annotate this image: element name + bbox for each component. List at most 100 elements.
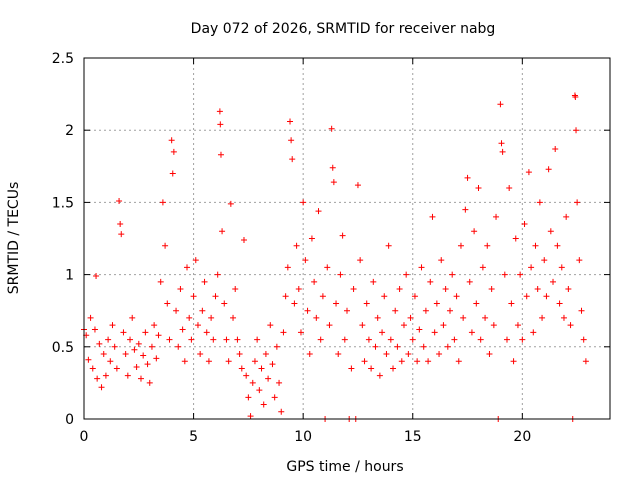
data-point (363, 300, 370, 307)
data-point (556, 300, 563, 307)
data-point (173, 307, 180, 314)
data-point (514, 322, 521, 329)
data-point (131, 346, 138, 353)
data-point (168, 137, 175, 144)
data-point (550, 278, 557, 285)
data-point (87, 314, 94, 321)
data-point (89, 365, 96, 372)
data-point (120, 329, 127, 336)
axis-ticks: 0 0.5 1 1.5 2 2.5 0 5 10 15 20 (52, 51, 610, 445)
data-point (230, 314, 237, 321)
data-point (311, 278, 318, 285)
data-point (333, 300, 340, 307)
data-point (247, 413, 254, 420)
data-point (164, 300, 171, 307)
data-point (111, 343, 118, 350)
data-point (420, 343, 427, 350)
data-point (105, 336, 112, 343)
data-point (203, 329, 210, 336)
data-point (117, 221, 124, 228)
data-point (365, 336, 372, 343)
data-point (287, 118, 294, 125)
data-point (146, 379, 153, 386)
data-point (260, 401, 267, 408)
data-point (453, 293, 460, 300)
data-point (574, 199, 581, 206)
data-point (201, 278, 208, 285)
data-point (488, 286, 495, 293)
data-point (573, 127, 580, 134)
data-point (256, 387, 263, 394)
data-point (341, 336, 348, 343)
data-point (344, 307, 350, 314)
data-point (473, 300, 480, 307)
data-point (357, 257, 364, 264)
data-point (151, 322, 158, 329)
data-point (339, 232, 346, 239)
data-point (135, 340, 142, 347)
data-point (219, 228, 226, 235)
data-point (140, 352, 147, 359)
data-point (354, 182, 361, 189)
data-point (449, 271, 456, 278)
data-point (308, 235, 315, 242)
data-point (304, 307, 311, 314)
data-point (427, 278, 434, 285)
data-point (289, 156, 296, 163)
data-point (497, 101, 504, 108)
data-point (405, 351, 412, 358)
data-point (498, 140, 505, 147)
data-point (372, 343, 379, 350)
data-point (578, 307, 585, 314)
data-point (525, 169, 532, 176)
y-axis-label: SRMTID / TECUs (6, 182, 22, 295)
data-point (400, 322, 407, 329)
y-tick-label: 2 (65, 123, 74, 139)
data-point (148, 343, 155, 350)
data-point (534, 286, 541, 293)
data-point (300, 199, 307, 206)
data-point (280, 329, 287, 336)
data-point (169, 170, 176, 177)
data-point (122, 351, 129, 358)
data-point (113, 365, 120, 372)
data-point (177, 286, 184, 293)
data-point (324, 264, 331, 271)
data-point (444, 343, 451, 350)
data-point (455, 358, 462, 365)
data-point (558, 264, 565, 271)
data-point (440, 322, 447, 329)
data-point (490, 322, 497, 329)
data-point (142, 329, 149, 336)
data-point (155, 332, 162, 339)
data-point (392, 307, 399, 314)
data-point (265, 375, 272, 382)
data-point (208, 314, 215, 321)
data-point (227, 200, 234, 207)
data-point (313, 314, 320, 321)
data-point (506, 184, 513, 191)
x-tick-label: 10 (294, 429, 312, 445)
data-point (315, 208, 322, 215)
data-point (188, 336, 195, 343)
chart-grid (84, 58, 610, 419)
data-point (431, 329, 438, 336)
data-point (271, 394, 278, 401)
data-point (381, 293, 388, 300)
data-point (517, 271, 524, 278)
data-point (572, 93, 579, 100)
data-point (582, 358, 589, 365)
data-point (159, 199, 166, 206)
data-point (499, 148, 506, 155)
data-point (144, 361, 151, 368)
data-point (216, 108, 223, 115)
data-point (436, 351, 443, 358)
data-point (93, 273, 100, 280)
data-point (170, 148, 177, 155)
data-point (192, 257, 199, 264)
data-point (510, 358, 517, 365)
data-point (245, 394, 252, 401)
data-point (416, 326, 423, 333)
data-point (457, 242, 464, 249)
data-point (234, 336, 241, 343)
